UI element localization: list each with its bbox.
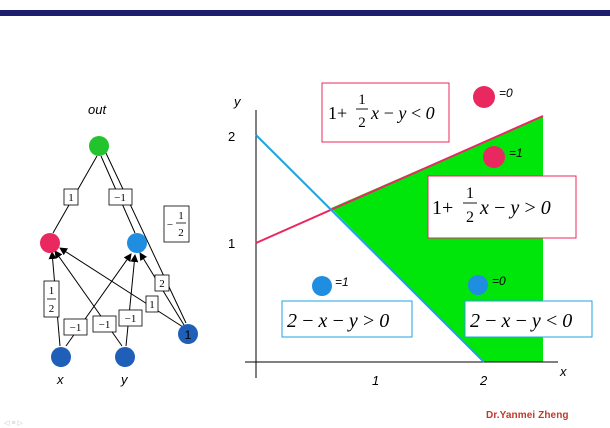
inequality-pink-lt-lead: 1+ (328, 103, 347, 123)
author-credit: Dr.Yanmei Zheng (486, 410, 569, 421)
weight-box-h1-x (63, 318, 88, 336)
weight-bias-out-den: 2 (178, 227, 184, 239)
marker-region-label: =1 (509, 146, 523, 160)
weight-box-h2-y (118, 309, 143, 327)
x-tick-1: 1 (372, 373, 379, 388)
weight-bias-out-sign: − (167, 219, 173, 231)
weight-h2-y: −1 (125, 313, 137, 325)
inequality-pink-gt-tail: x − y > 0 (479, 197, 551, 219)
hidden-node-left (40, 233, 60, 253)
weight-h1-bias-num: 1 (49, 285, 55, 297)
input-x-label: x (56, 372, 64, 387)
edge-bias-out (104, 150, 187, 324)
inequality-blue-gt-box (281, 300, 413, 338)
inequality-blue-lt-text: 2 − x − y < 0 (470, 310, 572, 332)
inequality-pink-lt-box (321, 82, 450, 143)
weight-box-h2-bias (154, 274, 170, 292)
edge-bias-h1 (59, 247, 184, 328)
marker-bottom-right-label: =0 (492, 274, 506, 288)
weight-box-h1-out (63, 188, 79, 206)
title-bar (0, 0, 610, 16)
weight-h1-y: 1 (149, 299, 155, 311)
x-tick-2: 2 (479, 373, 488, 388)
decision-region-plot: y x 2 1 1 2 =0 =1 =1 =0 1+ 1 2 x − y < 0… (228, 82, 593, 388)
neural-network-diagram: out 1 x y 1 −1 − 1 (40, 102, 198, 387)
edge-y-h2 (125, 254, 139, 347)
output-label: out (88, 102, 107, 117)
marker-bottom-right (468, 275, 488, 295)
weight-h1-x: −1 (70, 322, 82, 334)
inequality-pink-lt-num: 1 (358, 92, 366, 108)
inequality-blue-lt: 2 − x − y < 0 (464, 300, 593, 338)
weight-box-h2-out (108, 188, 133, 206)
title-underline-stripe (0, 10, 610, 16)
inequality-blue-gt-text: 2 − x − y > 0 (287, 310, 389, 332)
slide-nav-controls[interactable]: ◁ ≡ ▷ (4, 420, 23, 427)
weight-bias-out-num: 1 (178, 210, 184, 222)
inequality-blue-lt-box (464, 300, 593, 338)
output-node (89, 136, 109, 156)
boundary-line-blue (255, 134, 485, 363)
boundary-line-pink (255, 115, 544, 244)
weight-h1-out: 1 (68, 192, 74, 204)
weight-h1-bias-den: 2 (49, 303, 55, 315)
inequality-pink-gt: 1+ 1 2 x − y > 0 (427, 175, 577, 239)
weight-box-h2-x (92, 315, 117, 333)
title-band (0, 0, 610, 12)
inequality-pink-gt-den: 2 (466, 209, 474, 226)
weight-box-h1-y (145, 295, 159, 313)
inequality-pink-gt-box (427, 175, 577, 239)
inequality-pink-lt-den: 2 (358, 115, 366, 131)
inequality-pink-gt-lead: 1+ (432, 197, 453, 219)
input-node-y (115, 347, 135, 367)
weight-h2-out: −1 (114, 192, 126, 204)
marker-left-label: =1 (335, 275, 349, 289)
input-node-x (51, 347, 71, 367)
weight-h2-x: −1 (99, 319, 111, 331)
x-axis-label: x (559, 364, 567, 379)
bias-node (178, 324, 198, 344)
hidden-node-right (127, 233, 147, 253)
weight-box-bias-out (163, 205, 190, 243)
y-tick-2: 2 (228, 129, 235, 144)
inequality-pink-lt-tail: x − y < 0 (370, 103, 435, 123)
inequality-pink-gt-num: 1 (466, 185, 474, 202)
marker-region (483, 146, 505, 168)
weight-h2-bias: 2 (159, 278, 165, 290)
marker-left (312, 276, 332, 296)
y-axis-label: y (233, 94, 242, 109)
marker-top-right-label: =0 (499, 86, 513, 100)
input-y-label: y (120, 372, 129, 387)
bias-node-label: 1 (185, 328, 192, 342)
weight-labels: 1 −1 − 1 2 1 2 2 1 −1 −1 −1 (43, 188, 190, 336)
y-tick-1: 1 (228, 236, 235, 251)
inequality-pink-lt: 1+ 1 2 x − y < 0 (321, 82, 450, 143)
inequality-blue-gt: 2 − x − y > 0 (281, 300, 413, 338)
marker-top-right (473, 86, 495, 108)
